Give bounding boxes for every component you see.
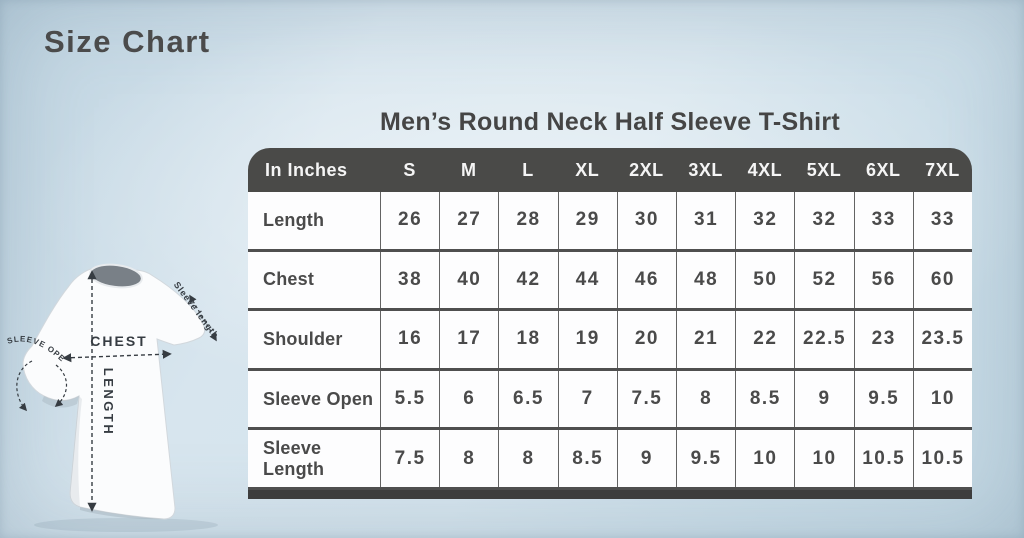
cell: 29 [557, 192, 617, 249]
cell: 8.5 [735, 370, 794, 428]
page-title: Size Chart [44, 24, 211, 59]
table-row-sleeve-length: Sleeve Length 7.5 8 8 8.5 9 9.5 10 10 10… [248, 430, 972, 490]
size-header-m: M [461, 159, 477, 180]
size-header-l: L [522, 159, 534, 180]
chest-label: CHEST [90, 333, 147, 349]
cell: 38 [380, 251, 439, 309]
tshirt-illustration: LENGTH CHEST SLEEVE OPEN Sleeve length [6, 244, 221, 532]
size-header-4xl: 4XL [747, 159, 783, 180]
cell: 33 [853, 192, 913, 249]
cell: 17 [439, 311, 498, 368]
tshirt-shade-left [70, 396, 82, 507]
cell: 56 [853, 251, 913, 309]
table-row-length: Length 26 27 28 29 30 31 32 32 33 33 [248, 192, 972, 252]
cell: 21 [676, 311, 735, 368]
cell: 9.5 [676, 430, 735, 487]
cell: 46 [616, 251, 676, 309]
row-label: Shoulder [263, 328, 343, 349]
cell: 40 [439, 251, 498, 309]
tshirt-ground-shadow [34, 518, 218, 532]
cell: 16 [380, 311, 439, 368]
cell: 8 [439, 430, 498, 487]
cell: 28 [498, 192, 557, 249]
cell: 27 [439, 192, 498, 249]
cell: 18 [498, 311, 557, 368]
cell: 50 [735, 251, 794, 309]
table-row-chest: Chest 38 40 42 44 46 48 50 52 56 60 [248, 251, 972, 312]
row-label: Chest [263, 269, 315, 290]
cell: 23.5 [912, 311, 972, 368]
cell: 9 [794, 370, 853, 428]
cell: 7.5 [616, 370, 676, 428]
cell: 10.5 [912, 430, 972, 487]
cell: 6.5 [498, 370, 557, 428]
cell: 26 [380, 192, 439, 249]
cell: 10 [794, 430, 853, 487]
length-label: LENGTH [101, 368, 116, 436]
unit-header-cell: In Inches [265, 159, 348, 180]
size-header-3xl: 3XL [688, 159, 723, 180]
cell: 8 [498, 430, 557, 487]
size-header-6xl: 6XL [865, 159, 901, 180]
size-header-xl: XL [575, 159, 600, 180]
cell: 60 [912, 251, 972, 309]
cell: 22 [735, 311, 794, 368]
cell: 7 [557, 370, 617, 428]
cell: 10.5 [853, 430, 913, 487]
cell: 22.5 [794, 311, 853, 368]
cell: 8 [676, 370, 735, 428]
cell: 44 [557, 251, 617, 309]
cell: 10 [735, 430, 794, 487]
size-table-header-row: In Inches S M L XL 2XL 3XL 4XL 5XL 6XL 7… [248, 148, 972, 192]
size-header-s: S [403, 159, 416, 180]
cell: 9.5 [853, 370, 913, 428]
cell: 23 [853, 311, 913, 368]
size-header-7xl: 7XL [925, 159, 960, 180]
cell: 7.5 [380, 430, 439, 487]
cell: 52 [794, 251, 853, 309]
cell: 32 [794, 192, 853, 249]
cell: 19 [557, 311, 617, 368]
cell: 10 [912, 370, 972, 428]
cell: 5.5 [380, 370, 439, 428]
tshirt-body [22, 267, 206, 520]
size-table: In Inches S M L XL 2XL 3XL 4XL 5XL 6XL 7… [248, 148, 972, 499]
cell: 42 [498, 251, 557, 309]
chest-arrow [62, 349, 172, 363]
size-header-2xl: 2XL [629, 159, 664, 180]
size-header-5xl: 5XL [806, 159, 842, 180]
table-bottom-bar [248, 489, 972, 499]
row-label: Length [263, 209, 325, 230]
table-row-shoulder: Shoulder 16 17 18 19 20 21 22 22.5 23 23… [248, 311, 972, 371]
cell: 30 [616, 192, 676, 249]
cell: 20 [616, 311, 676, 368]
cell: 33 [912, 192, 972, 249]
table-row-sleeve-open: Sleeve Open 5.5 6 6.5 7 7.5 8 8.5 9 9.5 … [248, 370, 972, 431]
row-label: Sleeve Open [263, 388, 374, 409]
cell: 31 [676, 192, 735, 249]
cell: 9 [616, 430, 676, 487]
sleeve-open-arrow-left [16, 360, 33, 412]
sleeve-open-arrow-right [54, 364, 68, 408]
cell: 32 [735, 192, 794, 249]
cell: 6 [439, 370, 498, 428]
table-title: Men’s Round Neck Half Sleeve T-Shirt [380, 108, 840, 136]
cell: 48 [676, 251, 735, 309]
tshirt-shade-hem [80, 507, 164, 520]
row-label: Sleeve Length [263, 437, 325, 479]
cell: 8.5 [557, 430, 617, 487]
